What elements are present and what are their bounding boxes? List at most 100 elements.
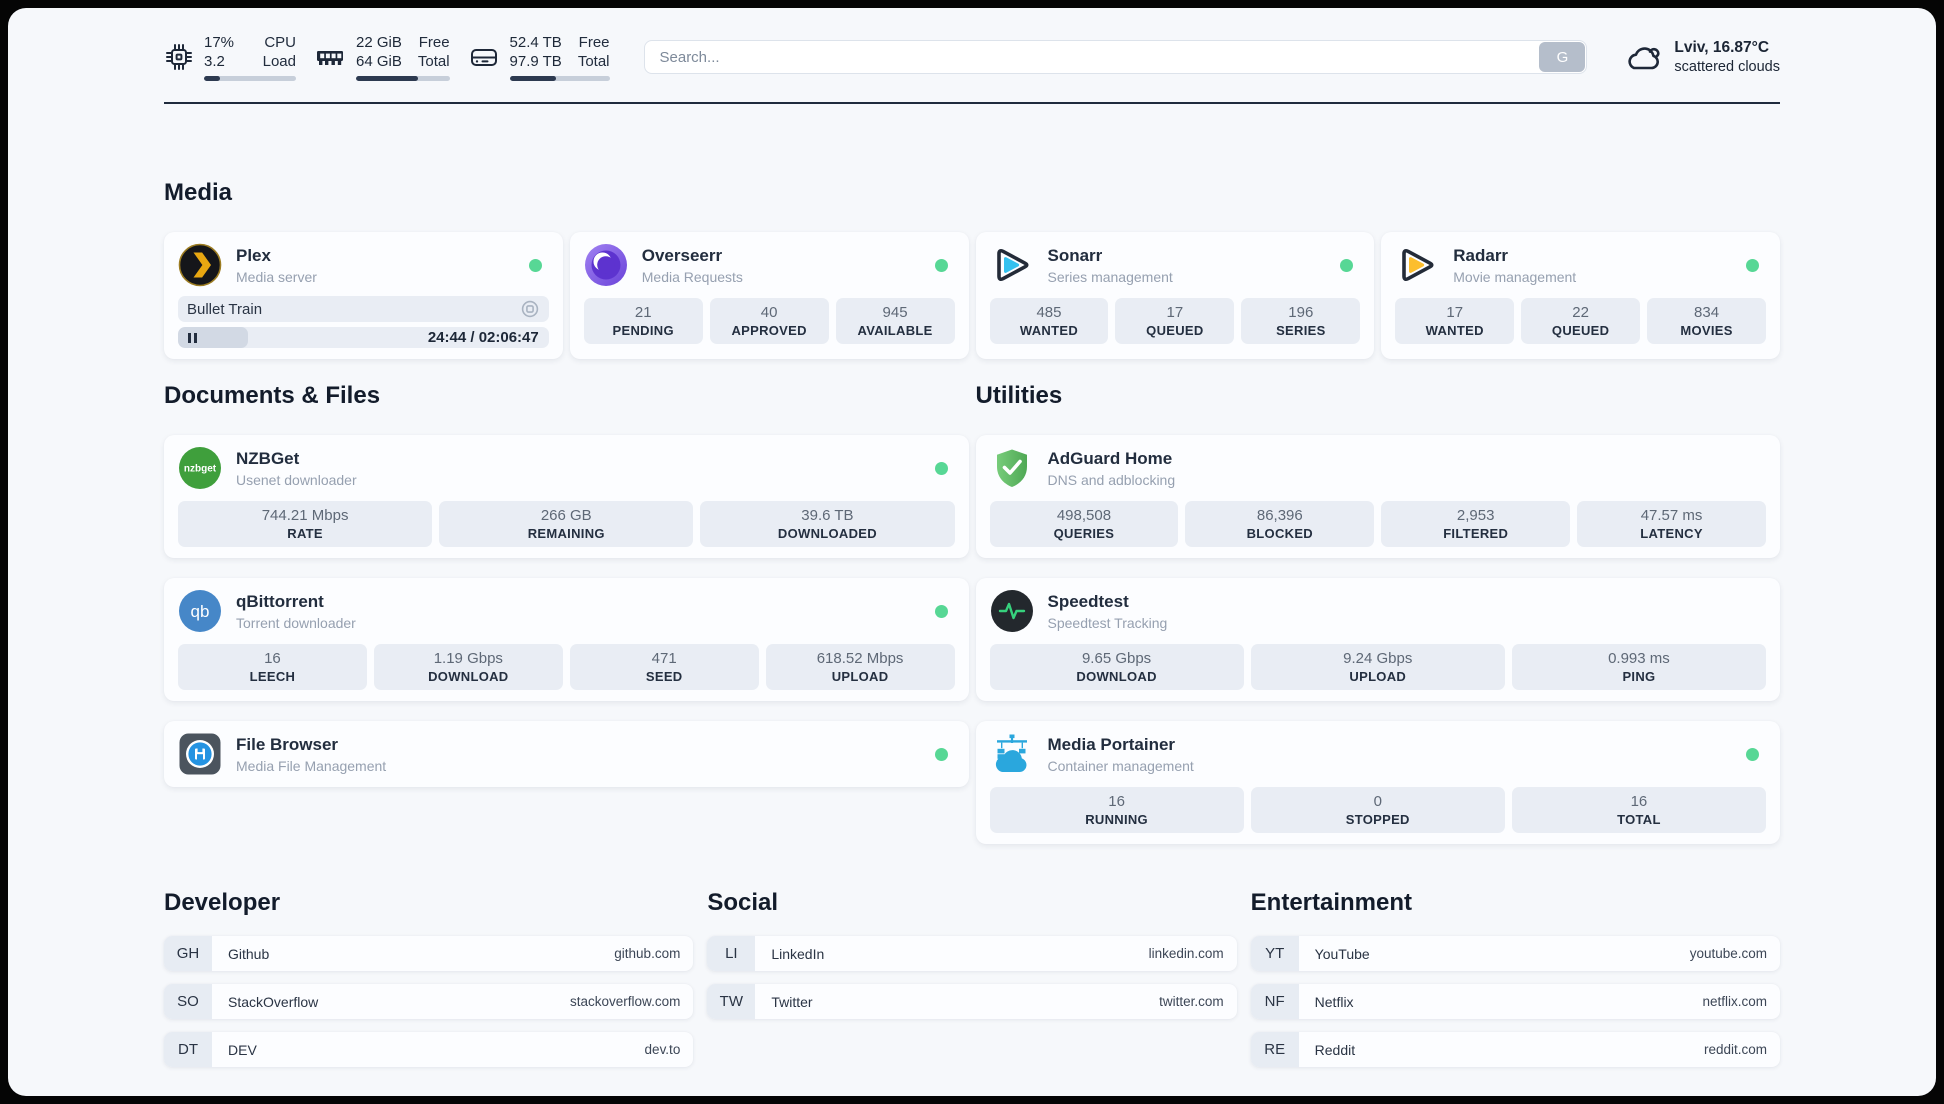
stat-box: 834 MOVIES — [1647, 298, 1767, 344]
stat-label: PENDING — [612, 323, 674, 338]
bookmark-url: reddit.com — [1703, 1042, 1767, 1057]
service-card-adguard[interactable]: AdGuard Home DNS and adblocking 498,508 … — [975, 435, 1780, 558]
stat-box: 618.52 Mbps UPLOAD — [765, 644, 955, 690]
cpu-progress-fill — [204, 76, 220, 81]
stat-box: 9.24 Gbps UPLOAD — [1250, 644, 1505, 690]
documents-column: Documents & Files nzbget NZBGet Usenet d… — [164, 381, 969, 787]
bookmark-linkedin[interactable]: LI LinkedIn linkedin.com — [707, 936, 1237, 971]
stat-box: 0.993 ms PING — [1511, 644, 1767, 690]
service-card-radarr[interactable]: Radarr Movie management 17 WANTED 22 QUE… — [1381, 232, 1780, 359]
memory-progress-bar — [356, 76, 450, 81]
service-name: NZBGet — [236, 448, 300, 468]
bookmark-dev[interactable]: DT DEV dev.to — [164, 1032, 694, 1067]
bookmark-netflix[interactable]: NF Netflix netflix.com — [1250, 984, 1780, 1019]
service-description: Container management — [1047, 757, 1194, 774]
playback-progress-bar: 24:44 / 02:06:47 — [178, 327, 549, 348]
stat-label: AVAILABLE — [857, 323, 933, 338]
service-name: Speedtest — [1047, 591, 1129, 611]
bookmark-abbr: LI — [707, 936, 756, 971]
cpu-usage-value: 17% — [204, 34, 235, 51]
stat-label: APPROVED — [731, 323, 807, 338]
bookmark-abbr: GH — [164, 936, 212, 971]
stat-label: QUEUED — [1146, 323, 1204, 338]
stat-label: FILTERED — [1443, 526, 1509, 541]
stat-box: 47.57 ms LATENCY — [1577, 501, 1766, 547]
now-playing-row: Bullet Train — [178, 296, 549, 322]
status-online-dot — [934, 604, 948, 618]
stat-box: 266 GB REMAINING — [439, 501, 694, 547]
stat-box: 471 SEED — [569, 644, 759, 690]
status-online-dot — [934, 258, 948, 272]
status-online-dot — [934, 747, 948, 761]
bookmark-youtube[interactable]: YT YouTube youtube.com — [1250, 936, 1780, 971]
stat-value: 86,396 — [1256, 507, 1303, 524]
resource-widgets: 17% 3.2 CPU Load — [164, 33, 610, 81]
weather-widget: Lviv, 16.87°C scattered clouds — [1623, 38, 1780, 77]
stat-label: QUERIES — [1053, 526, 1115, 541]
search-bar: G — [643, 40, 1588, 74]
stat-box: 498,508 QUERIES — [989, 501, 1179, 547]
stat-box: 1.19 Gbps DOWNLOAD — [373, 644, 563, 690]
status-online-dot — [528, 258, 542, 272]
bookmark-abbr: SO — [164, 984, 212, 1019]
memory-widget: 22 GiB 64 GiB Free Total — [314, 33, 450, 81]
stat-label: LATENCY — [1640, 526, 1703, 541]
hard-drive-icon — [468, 42, 500, 72]
sonarr-icon — [990, 243, 1034, 287]
service-card-nzbget[interactable]: nzbget NZBGet Usenet downloader 744.21 M… — [164, 435, 969, 558]
bookmarks-social: Social LI LinkedIn linkedin.com TW Twitt… — [707, 888, 1237, 1067]
media-cards-row: Plex Media server Bullet Train 24:44 / 0… — [164, 232, 1780, 359]
section-title-media: Media — [164, 179, 233, 206]
stat-value: 39.6 TB — [801, 507, 854, 524]
service-name: Sonarr — [1047, 245, 1103, 265]
cpu-widget: 17% 3.2 CPU Load — [164, 33, 296, 81]
bookmark-abbr: DT — [164, 1032, 212, 1067]
stat-box: 16 LEECH — [178, 644, 367, 690]
search-provider-button[interactable]: G — [1539, 42, 1586, 72]
stat-box: 16 TOTAL — [1511, 787, 1767, 833]
plex-icon — [178, 243, 222, 287]
weather-condition: scattered clouds — [1674, 58, 1780, 75]
service-description: Usenet downloader — [236, 471, 357, 488]
stat-label: QUEUED — [1551, 323, 1610, 338]
stat-value: 1.19 Gbps — [433, 650, 503, 667]
bookmark-reddit[interactable]: RE Reddit reddit.com — [1250, 1032, 1780, 1067]
disk-progress-bar — [509, 76, 610, 81]
service-card-qbittorrent[interactable]: qb qBittorrent Torrent downloader 16 LEE… — [164, 578, 969, 701]
service-description: Speedtest Tracking — [1047, 614, 1168, 631]
stat-label: WANTED — [1425, 323, 1484, 338]
stat-value: 485 — [1036, 304, 1062, 321]
stat-label: STOPPED — [1345, 812, 1410, 827]
bookmark-name: YouTube — [1314, 945, 1370, 962]
bookmark-github[interactable]: GH Github github.com — [164, 936, 694, 971]
stat-label: RATE — [287, 526, 323, 541]
stat-value: 21 — [634, 304, 652, 321]
bookmark-abbr: YT — [1250, 936, 1299, 971]
pause-icon — [188, 332, 197, 343]
section-title-entertainment: Entertainment — [1250, 889, 1413, 916]
qbittorrent-icon: qb — [178, 589, 222, 633]
bookmark-url: dev.to — [644, 1042, 681, 1057]
stat-value: 0.993 ms — [1608, 650, 1670, 667]
service-name: AdGuard Home — [1047, 448, 1173, 468]
bookmark-abbr: TW — [707, 984, 756, 1019]
service-card-plex[interactable]: Plex Media server Bullet Train 24:44 / 0… — [164, 232, 563, 359]
bookmark-url: stackoverflow.com — [570, 994, 681, 1009]
stat-label: WANTED — [1019, 323, 1079, 338]
service-card-portainer[interactable]: Media Portainer Container management 16 … — [975, 721, 1780, 844]
stat-box: 17 WANTED — [1395, 298, 1515, 344]
stat-label: SERIES — [1276, 323, 1326, 338]
service-card-speedtest[interactable]: Speedtest Speedtest Tracking 9.65 Gbps D… — [975, 578, 1780, 701]
stat-box: 0 STOPPED — [1250, 787, 1505, 833]
search-input[interactable] — [643, 40, 1588, 74]
service-card-overseerr[interactable]: Overseerr Media Requests 21 PENDING 40 A… — [569, 232, 969, 359]
service-card-filebrowser[interactable]: File Browser Media File Management — [164, 721, 969, 787]
bookmark-twitter[interactable]: TW Twitter twitter.com — [707, 984, 1237, 1019]
cpu-load-label: Load — [262, 53, 296, 70]
service-card-sonarr[interactable]: Sonarr Series management 485 WANTED 17 Q… — [975, 232, 1375, 359]
status-online-dot — [934, 461, 948, 475]
overseerr-icon — [584, 243, 628, 287]
bookmark-stackoverflow[interactable]: SO StackOverflow stackoverflow.com — [164, 984, 694, 1019]
portainer-icon — [990, 732, 1034, 776]
session-view-icon[interactable] — [520, 299, 540, 319]
